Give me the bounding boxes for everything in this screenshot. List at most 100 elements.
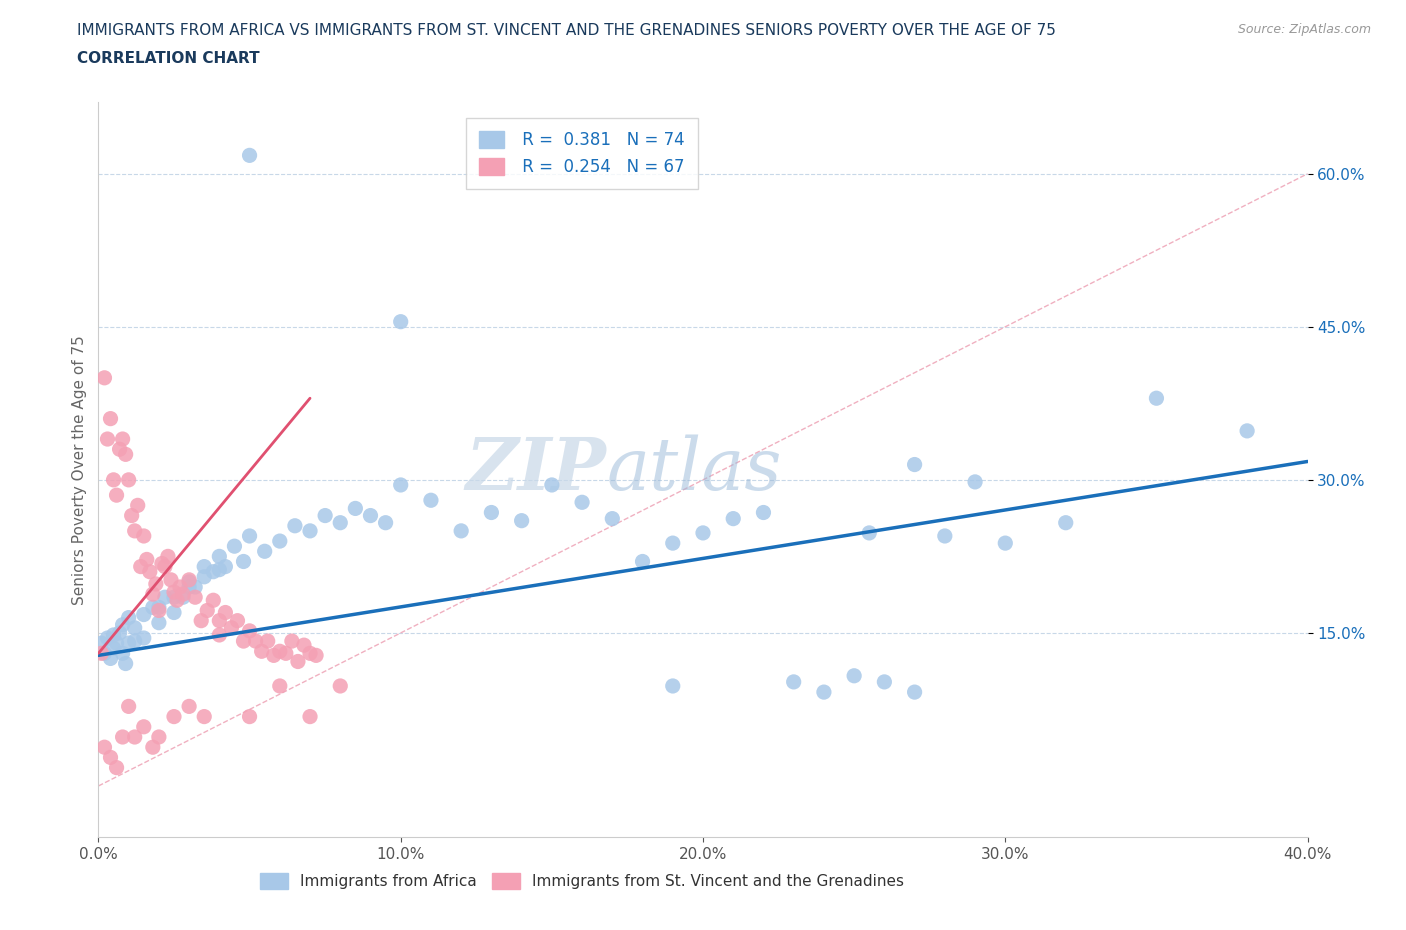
Point xyxy=(239,710,262,724)
Text: IMMIGRANTS FROM AFRICA VS IMMIGRANTS FROM ST. VINCENT AND THE GRENADINES SENIORS: IMMIGRANTS FROM AFRICA VS IMMIGRANTS FRO… xyxy=(77,23,1056,38)
Point xyxy=(360,508,382,523)
Point xyxy=(124,633,146,648)
Point xyxy=(329,515,352,530)
Point xyxy=(314,508,336,523)
Point xyxy=(135,552,157,567)
Point xyxy=(96,432,118,446)
Point xyxy=(208,563,231,578)
Point xyxy=(631,554,654,569)
Point xyxy=(139,565,162,579)
Point xyxy=(661,679,683,694)
Point xyxy=(232,633,254,648)
Point xyxy=(179,579,201,594)
Point xyxy=(193,710,215,724)
Point xyxy=(299,646,322,661)
Point xyxy=(256,633,278,648)
Point xyxy=(239,528,262,543)
Point xyxy=(263,648,285,663)
Text: atlas: atlas xyxy=(606,434,782,505)
Point xyxy=(105,636,128,651)
Point xyxy=(121,508,143,523)
Point xyxy=(124,620,146,635)
Point xyxy=(329,679,352,694)
Point xyxy=(1144,391,1167,405)
Point xyxy=(172,587,194,602)
Point xyxy=(299,710,322,724)
Point xyxy=(269,679,291,694)
Point xyxy=(100,411,122,426)
Point xyxy=(858,525,880,540)
Point xyxy=(344,501,367,516)
Point xyxy=(299,524,322,538)
Point xyxy=(118,699,141,714)
Point xyxy=(172,590,194,604)
Point xyxy=(153,559,176,574)
Point xyxy=(179,575,201,590)
Point xyxy=(692,525,714,540)
Point xyxy=(108,626,131,641)
Point xyxy=(571,495,593,510)
Point xyxy=(127,498,149,512)
Point xyxy=(111,618,134,632)
Point xyxy=(844,669,866,684)
Point xyxy=(129,559,152,574)
Point xyxy=(287,654,309,669)
Point xyxy=(783,674,806,689)
Point xyxy=(103,472,125,487)
Point xyxy=(169,579,191,594)
Point xyxy=(124,524,146,538)
Point xyxy=(723,512,745,526)
Point xyxy=(105,487,128,502)
Point xyxy=(142,587,165,602)
Point xyxy=(132,631,155,645)
Point xyxy=(253,544,276,559)
Point xyxy=(132,607,155,622)
Point xyxy=(214,605,236,620)
Point xyxy=(93,739,115,754)
Point xyxy=(661,536,683,551)
Point xyxy=(93,370,115,385)
Point xyxy=(93,646,115,661)
Point xyxy=(374,515,396,530)
Point xyxy=(111,646,134,661)
Point xyxy=(184,579,207,594)
Point xyxy=(602,512,624,526)
Point xyxy=(389,477,412,492)
Point xyxy=(190,613,212,628)
Point xyxy=(510,513,533,528)
Point xyxy=(114,447,136,462)
Point xyxy=(100,651,122,666)
Point xyxy=(100,750,122,764)
Point xyxy=(269,534,291,549)
Point xyxy=(118,636,141,651)
Point xyxy=(269,644,291,658)
Point xyxy=(934,528,956,543)
Point xyxy=(163,710,186,724)
Point xyxy=(163,590,186,604)
Point xyxy=(239,623,262,638)
Point xyxy=(420,493,443,508)
Point xyxy=(103,628,125,643)
Point xyxy=(994,536,1017,551)
Point xyxy=(184,590,207,604)
Point xyxy=(108,442,131,457)
Point xyxy=(160,573,183,588)
Point xyxy=(292,638,315,653)
Legend: Immigrants from Africa, Immigrants from St. Vincent and the Grenadines: Immigrants from Africa, Immigrants from … xyxy=(254,868,910,896)
Point xyxy=(221,620,243,635)
Point xyxy=(105,760,128,775)
Point xyxy=(281,633,304,648)
Point xyxy=(148,616,170,631)
Point xyxy=(142,739,165,754)
Point xyxy=(142,600,165,615)
Point xyxy=(118,610,141,625)
Point xyxy=(179,699,201,714)
Point xyxy=(239,148,262,163)
Point xyxy=(111,432,134,446)
Point xyxy=(90,646,112,661)
Point xyxy=(96,631,118,645)
Point xyxy=(232,554,254,569)
Point xyxy=(389,314,412,329)
Point xyxy=(752,505,775,520)
Point xyxy=(965,474,987,489)
